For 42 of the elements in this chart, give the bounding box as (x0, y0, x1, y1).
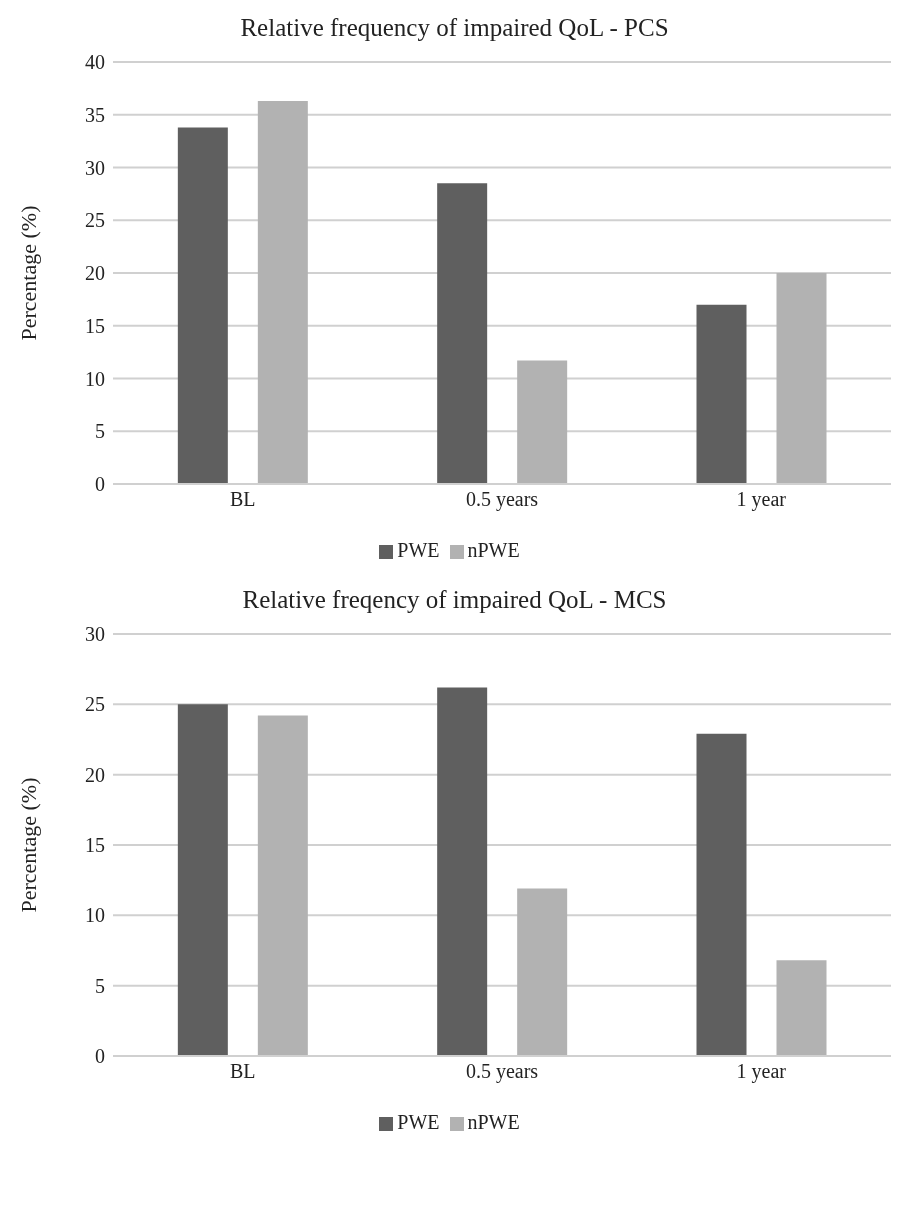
y-tick-label: 20 (85, 262, 105, 285)
y-tick-label: 30 (85, 156, 105, 179)
y-tick-label: 25 (85, 209, 105, 232)
bar (776, 960, 827, 1056)
bar (696, 304, 747, 484)
x-tick-label: 0.5 years (465, 1060, 539, 1084)
y-tick-label: 10 (85, 367, 105, 390)
y-tick-label: 35 (85, 103, 105, 126)
chart-title: Relative freqency of impaired QoL - MCS (241, 586, 668, 614)
bar (257, 101, 308, 484)
x-tick-label: 1 year (736, 1060, 787, 1084)
bar (776, 273, 827, 484)
bar (517, 888, 568, 1056)
chart-title: Relative frequency of impaired QoL - PCS (239, 14, 670, 42)
y-tick-label: 30 (85, 623, 105, 646)
legend-label: PWE (397, 539, 440, 561)
legend-label: nPWE (467, 1111, 520, 1133)
y-axis-title: Percentage (%) (15, 205, 41, 341)
y-tick-label: 5 (95, 974, 105, 997)
y-tick-label: 10 (85, 904, 105, 927)
y-axis-title: Percentage (%) (15, 777, 41, 913)
x-tick-label: 0.5 years (465, 488, 539, 512)
bar (517, 360, 568, 484)
y-tick-label: 0 (95, 1045, 105, 1068)
bar (437, 687, 488, 1056)
bar (437, 183, 488, 484)
y-tick-label: 5 (95, 420, 105, 443)
y-tick-label: 0 (95, 473, 105, 496)
y-tick-label: 40 (85, 51, 105, 74)
y-tick-label: 15 (85, 834, 105, 857)
y-tick-label: 20 (85, 763, 105, 786)
legend-label: PWE (397, 1111, 440, 1133)
legend-label: nPWE (467, 539, 520, 561)
bar (177, 127, 228, 484)
bar (177, 704, 228, 1056)
x-tick-label: BL (229, 1060, 256, 1083)
x-tick-label: 1 year (736, 488, 787, 512)
y-tick-label: 25 (85, 693, 105, 716)
bar (696, 733, 747, 1056)
x-tick-label: BL (229, 488, 256, 511)
bar (257, 715, 308, 1056)
y-tick-label: 15 (85, 314, 105, 337)
